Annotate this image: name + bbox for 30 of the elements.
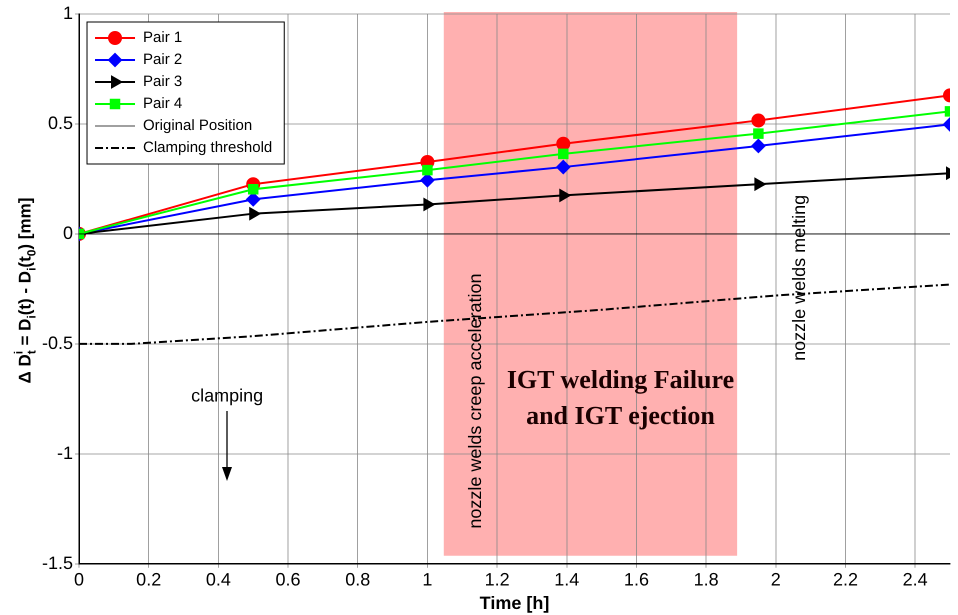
- annotation: clamping: [191, 385, 264, 406]
- x-tick-label: 1.6: [624, 570, 649, 590]
- text: Δ Dit = Di(t) - Di(t0) [mm]: [11, 198, 38, 384]
- x-tick-label: 0.4: [206, 570, 231, 590]
- x-tick-label: 1.8: [694, 570, 719, 590]
- legend-label: Pair 1: [143, 29, 182, 46]
- x-tick-label: 0.8: [345, 570, 370, 590]
- band-label: IGT welding Failure and IGT ejection: [506, 364, 734, 430]
- x-axis-title: Time [h]: [480, 593, 550, 614]
- x-tick-label: 0.6: [276, 570, 301, 590]
- legend-label: Clamping threshold: [143, 139, 272, 156]
- y-tick-label: -1.5: [42, 552, 74, 573]
- y-tick-label: 0.5: [48, 112, 74, 133]
- x-tick-label: 1.2: [484, 570, 510, 590]
- annotation: nozzle welds creep acceleration: [465, 273, 486, 529]
- x-tick-label: 2: [770, 570, 781, 590]
- legend-label: Pair 2: [143, 51, 182, 68]
- y-tick-label: 1: [63, 2, 74, 23]
- legend-label: Original Position: [143, 117, 252, 134]
- y-tick-label: -1: [57, 442, 74, 463]
- x-tick-label: 2.4: [902, 570, 928, 590]
- x-tick-label: 1: [422, 570, 432, 590]
- legend-label: Pair 4: [143, 95, 182, 112]
- x-tick-label: 2.2: [832, 570, 858, 590]
- legend-label: Pair 3: [143, 73, 182, 90]
- y-tick-label: -0.5: [42, 332, 74, 353]
- annotation: nozzle welds melting: [789, 194, 810, 361]
- x-tick-label: 1.4: [554, 570, 580, 590]
- x-tick-label: 0.2: [136, 570, 162, 590]
- y-tick-label: 0: [63, 222, 74, 243]
